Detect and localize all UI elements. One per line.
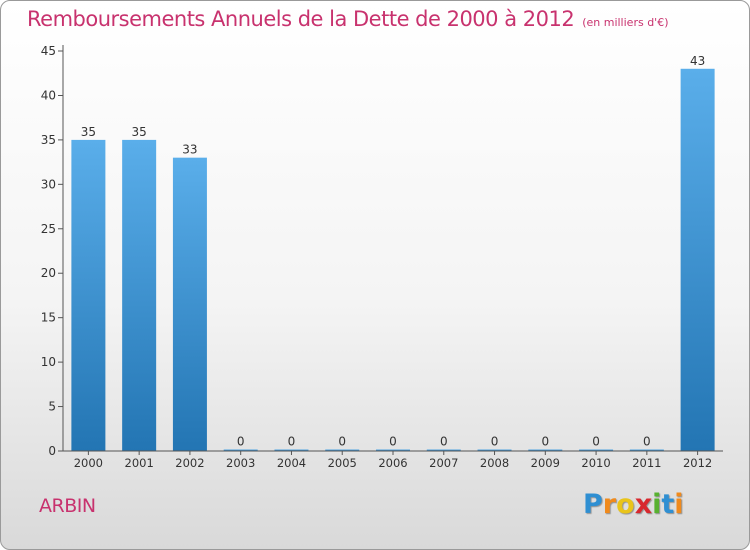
x-tick-label: 2000 [74,456,103,470]
x-tick-label: 2002 [175,456,204,470]
y-tick-label: 45 [41,44,56,58]
bar [172,157,207,451]
bar [477,449,512,451]
bar [376,449,410,451]
bar [274,449,309,451]
bar-value-label: 0 [389,435,397,449]
proxiti-logo: Proxiti [583,489,684,520]
bar-value-label: 0 [237,435,245,449]
bar [325,449,360,451]
y-tick-label: 5 [48,400,56,414]
bar [629,449,664,451]
x-tick-label: 2004 [277,456,306,470]
bar [426,449,461,451]
x-tick-label: 2009 [531,456,560,470]
bar-value-label: 35 [132,125,147,139]
x-tick-label: 2010 [581,456,610,470]
bar-value-label: 0 [338,435,346,449]
commune-name: ARBIN [39,495,96,517]
bar-value-label: 33 [182,143,197,157]
x-tick-label: 2001 [125,456,154,470]
y-tick-label: 30 [41,177,56,191]
chart-title-text: Remboursements Annuels de la Dette de 20… [27,7,575,31]
bar [223,449,258,451]
bar-value-label: 35 [81,125,96,139]
bar [579,449,614,451]
chart-title: Remboursements Annuels de la Dette de 20… [27,7,668,31]
y-tick-label: 35 [41,133,56,147]
bar-value-label: 0 [541,435,549,449]
bar [122,139,157,451]
x-tick-label: 2012 [683,456,712,470]
y-tick-label: 40 [41,88,56,102]
bar [71,139,106,451]
chart-unit-note: (en milliers d'€) [582,16,669,29]
bar-value-label: 0 [643,435,651,449]
bar-value-label: 0 [440,435,448,449]
y-tick-label: 0 [48,444,56,458]
bar-value-label: 0 [288,435,296,449]
y-tick-label: 20 [41,266,56,280]
x-tick-label: 2003 [226,456,255,470]
bar [680,68,715,452]
x-tick-label: 2005 [328,456,357,470]
x-tick-label: 2007 [429,456,458,470]
y-tick-label: 15 [41,311,56,325]
bar-value-label: 0 [491,435,499,449]
bar [528,449,563,451]
y-tick-label: 10 [41,355,56,369]
x-tick-label: 2006 [378,456,407,470]
bar-value-label: 43 [690,54,705,68]
y-tick-label: 25 [41,222,56,236]
bar-value-label: 0 [592,435,600,449]
x-tick-label: 2008 [480,456,509,470]
x-tick-label: 2011 [632,456,661,470]
